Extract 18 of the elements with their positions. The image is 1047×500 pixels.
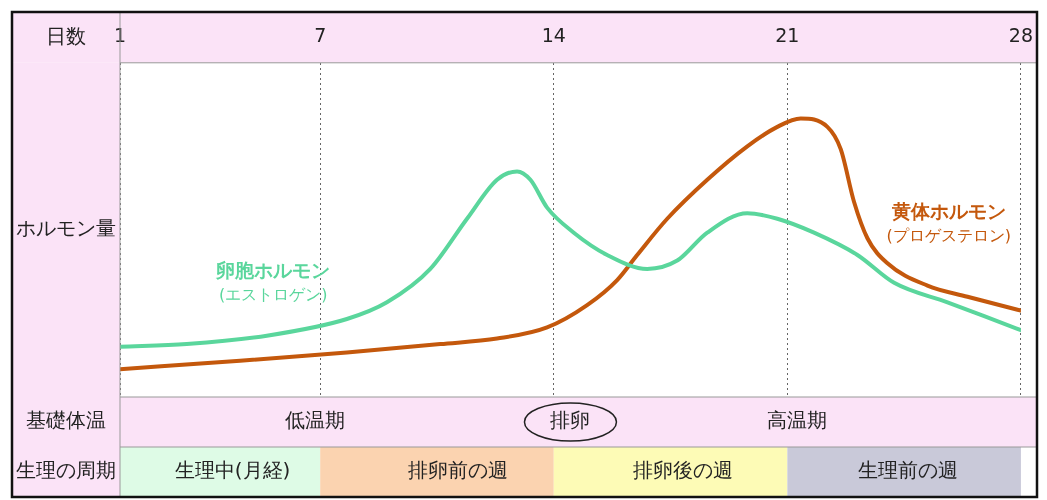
x-axis-title: 日数 (46, 23, 86, 48)
text: 生理前の週 (858, 458, 959, 483)
text: 排卵後の週 (633, 458, 734, 483)
text: 排卵 (550, 408, 591, 433)
x-tick-label: 7 (314, 24, 327, 47)
text: 基礎体温 (26, 408, 106, 433)
series-label: 卵胞ホルモン (エストロゲン) (215, 258, 331, 304)
text: 低温期 (285, 408, 346, 433)
x-tick-label: 14 (541, 24, 566, 47)
x-tick-label: 28 (1008, 24, 1034, 47)
text: 排卵前の週 (407, 458, 508, 483)
series-label: 黄体ホルモン (プロゲステロン) (886, 199, 1012, 245)
text: 高温期 (766, 408, 827, 433)
x-tick-label: 1 (113, 24, 127, 47)
text: 生理中(月経) (174, 458, 291, 483)
y-axis-title: ホルモン量 (16, 216, 116, 241)
text: 生理の周期 (16, 458, 116, 483)
x-tick-label: 21 (775, 24, 800, 47)
